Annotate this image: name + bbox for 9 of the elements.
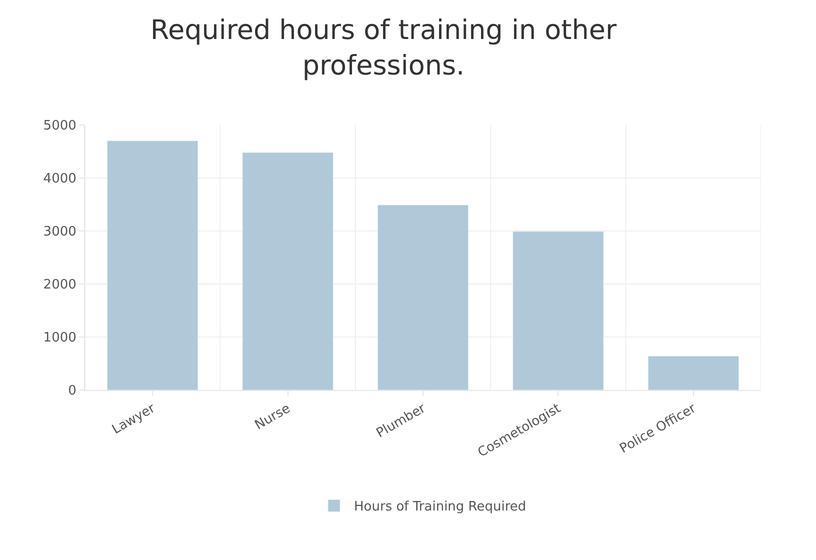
y-tick-label: 2000 xyxy=(43,278,76,293)
bar xyxy=(648,356,739,390)
legend-label: Hours of Training Required xyxy=(354,500,526,515)
y-tick-label: 1000 xyxy=(43,330,76,346)
y-tick-label: 3000 xyxy=(43,224,76,240)
y-tick-label: 4000 xyxy=(43,172,76,187)
y-tick-label: 5000 xyxy=(43,118,76,134)
y-tick-label: 0 xyxy=(68,384,76,399)
chart-title: Required hours of training in other professions. xyxy=(150,15,618,82)
